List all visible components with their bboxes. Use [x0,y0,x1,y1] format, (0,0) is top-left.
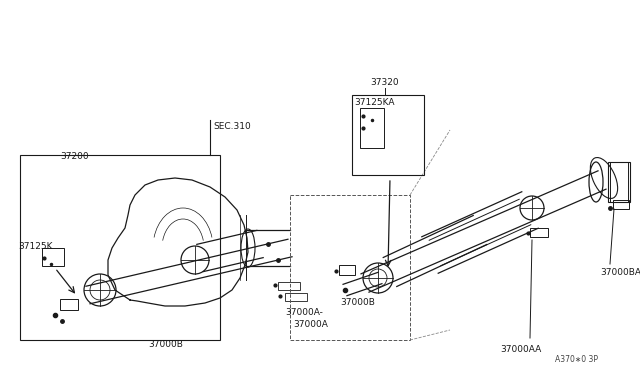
Text: 37320: 37320 [370,78,399,87]
Bar [290,195,410,340]
Bar [360,108,384,148]
Bar [352,95,424,175]
Bar [339,265,355,275]
Bar [60,299,78,310]
Bar [530,228,548,237]
Bar [613,200,629,209]
Text: 37000B: 37000B [340,298,375,307]
Text: 37000AA: 37000AA [500,345,541,354]
Text: 37125KA: 37125KA [354,98,394,107]
Text: 37200: 37200 [60,152,88,161]
Bar [20,155,220,340]
Text: 37000B: 37000B [148,340,183,349]
Bar [285,293,307,301]
Text: 37125K: 37125K [18,242,52,251]
Text: 37000A-: 37000A- [285,308,323,317]
Bar [42,248,64,266]
Text: 37000BA: 37000BA [600,268,640,277]
Bar [608,162,630,202]
Text: SEC.310: SEC.310 [213,122,251,131]
Bar [278,282,300,290]
Text: 37000A: 37000A [293,320,328,329]
Text: A370∗0 3P: A370∗0 3P [555,355,598,364]
